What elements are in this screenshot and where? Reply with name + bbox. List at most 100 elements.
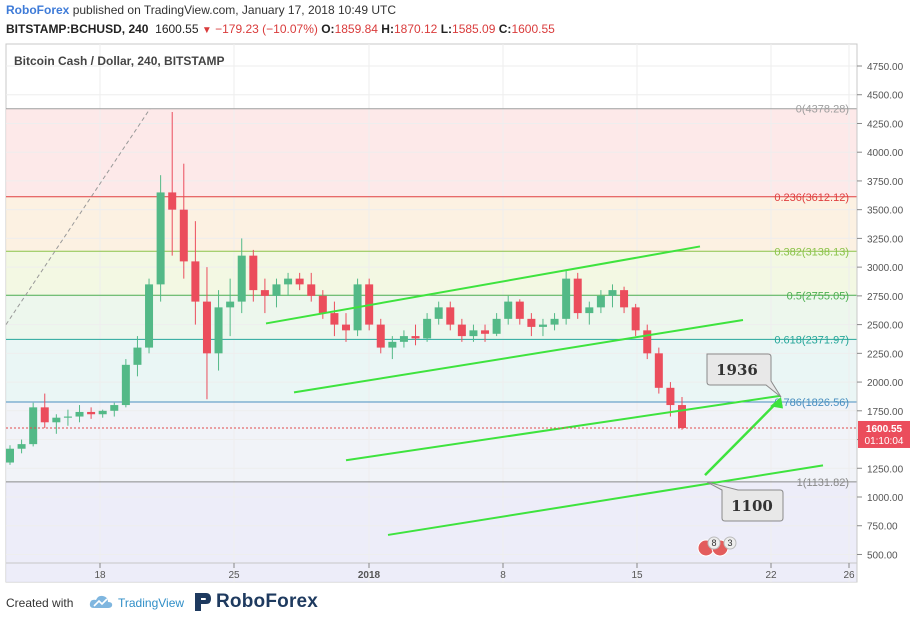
- candle-body: [318, 295, 327, 314]
- candle-body: [515, 301, 524, 319]
- last-price-label: 1600.55: [866, 424, 903, 435]
- fib-label: 0.618(2371.97): [774, 334, 849, 346]
- footer: Created with TradingView RoboForex: [0, 588, 915, 619]
- x-tick-label: 18: [94, 570, 106, 581]
- x-tick-label: 22: [765, 570, 777, 581]
- y-tick-label: 2000.00: [867, 378, 904, 389]
- candle-body: [527, 318, 536, 327]
- event-count: 3: [727, 538, 732, 548]
- candle-body: [585, 307, 594, 314]
- x-tick-label: 2018: [358, 570, 381, 581]
- candle-body: [237, 255, 246, 302]
- fib-zone: [6, 481, 857, 582]
- close-label: C:: [498, 22, 512, 36]
- candle-body: [6, 448, 14, 463]
- chart-title: Bitcoin Cash / Dollar, 240, BITSTAMP: [14, 54, 225, 68]
- candle-body: [376, 324, 385, 348]
- x-tick-label: 26: [843, 570, 855, 581]
- candle-body: [75, 411, 84, 417]
- trendlines[interactable]: [5, 108, 824, 536]
- candle-body: [214, 307, 223, 354]
- candle-body: [179, 209, 188, 262]
- y-tick-label: 750.00: [867, 522, 898, 533]
- candle-body: [423, 318, 432, 339]
- tradingview-cloud-icon: [89, 595, 113, 608]
- x-tick-label: 25: [228, 570, 240, 581]
- fib-label: 0.786(1826.56): [774, 397, 849, 409]
- candle-body: [330, 313, 339, 325]
- candle-body: [284, 278, 293, 285]
- candle-body: [40, 407, 49, 423]
- y-tick-label: 4250.00: [867, 119, 904, 130]
- published-text: published on TradingView.com, January 17…: [72, 3, 397, 17]
- candle-body: [620, 290, 629, 308]
- candle-body: [168, 192, 177, 210]
- candle-body: [504, 301, 513, 319]
- ohlc-line: BITSTAMP:BCHUSD, 240 1600.55 ▼ −179.23 (…: [6, 22, 555, 36]
- close-value: 1600.55: [511, 22, 555, 36]
- event-badge-icon: [723, 536, 737, 550]
- candle-body: [631, 307, 640, 331]
- candle-body: [457, 324, 466, 337]
- x-tick-label: 8: [500, 570, 506, 581]
- y-axis[interactable]: 500.00750.001000.001250.001500.001750.00…: [856, 44, 915, 582]
- candle-body: [446, 307, 455, 325]
- candle-body: [643, 330, 652, 354]
- open-label: O:: [321, 22, 335, 36]
- fib-label: 0(4378.28): [796, 104, 849, 116]
- price-chart[interactable]: 0(4378.28) 0.236(3612.12) 0.382(3138.13) 0.…: [0, 0, 915, 588]
- candle-body: [121, 364, 130, 406]
- y-tick-label: 1250.00: [867, 464, 904, 475]
- candle-body: [295, 278, 304, 285]
- fib-zone: [6, 402, 857, 482]
- high-value: 1870.12: [393, 22, 438, 36]
- callout-label-1100: 1100: [731, 497, 773, 515]
- candle-body: [87, 411, 96, 415]
- last-price-box: [858, 420, 910, 448]
- x-tick-label: 15: [631, 570, 643, 581]
- candle-body: [678, 405, 686, 429]
- candle-body: [307, 284, 316, 296]
- y-tick-label: 2500.00: [867, 321, 904, 332]
- publisher-name[interactable]: RoboForex: [6, 3, 70, 17]
- low-value: 1585.09: [452, 22, 496, 36]
- y-tick-label: 2750.00: [867, 292, 904, 303]
- candle-body: [388, 341, 397, 348]
- x-axis[interactable]: 18 25 2018 8 15 22 26: [6, 562, 857, 581]
- down-arrow-icon: ▼: [201, 25, 212, 36]
- candle-body: [538, 324, 547, 327]
- roboforex-logo-text[interactable]: RoboForex: [216, 591, 319, 612]
- candle-body: [145, 284, 154, 348]
- candle-body: [399, 336, 408, 342]
- y-tick-label: 1000.00: [867, 493, 904, 504]
- trend-line: [265, 245, 701, 325]
- y-tick-label: 4000.00: [867, 148, 904, 159]
- candle-body: [342, 324, 350, 331]
- candle-body: [666, 387, 675, 406]
- candle-body: [272, 284, 281, 296]
- high-label: H:: [381, 22, 394, 36]
- candle-body: [550, 318, 559, 325]
- fib-zone: [6, 295, 857, 340]
- y-tick-label: 3000.00: [867, 263, 904, 274]
- created-with-text: Created with: [6, 596, 74, 610]
- candle-body: [596, 295, 605, 308]
- candle-body: [110, 405, 119, 411]
- candles[interactable]: [6, 111, 686, 465]
- fib-zone: [6, 108, 857, 197]
- event-count: 8: [711, 538, 716, 548]
- fib-label: 1(1131.82): [797, 477, 849, 489]
- y-tick-label: 3250.00: [867, 234, 904, 245]
- candle-body: [608, 290, 617, 296]
- symbol-label: BITSTAMP:BCHUSD, 240: [6, 22, 149, 36]
- candle-body: [156, 192, 165, 285]
- trend-line: [387, 464, 824, 536]
- candle-body: [63, 416, 72, 418]
- candle-body: [481, 330, 490, 334]
- tradingview-link[interactable]: TradingView: [118, 596, 185, 610]
- y-tick-label: 500.00: [867, 550, 898, 561]
- candle-body: [249, 255, 258, 291]
- callouts[interactable]: 1936 1100: [706, 353, 784, 522]
